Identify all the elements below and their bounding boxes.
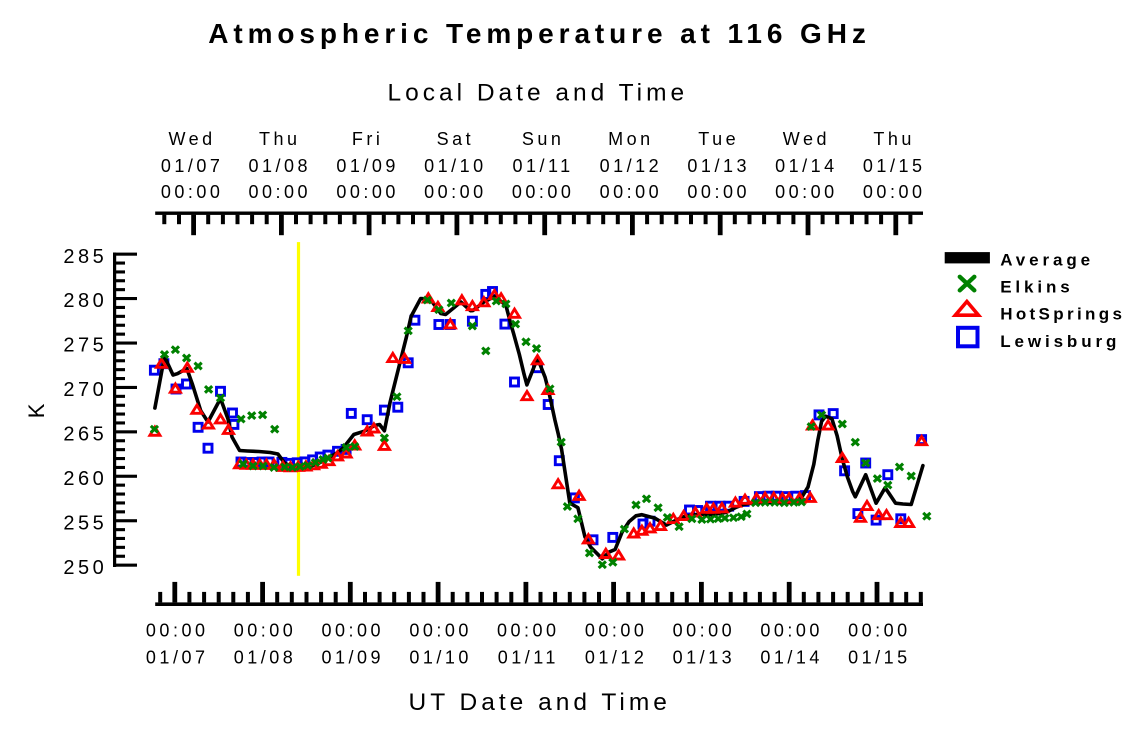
svg-text:00:00: 00:00 [497, 620, 560, 640]
svg-text:01/07: 01/07 [161, 156, 224, 176]
svg-text:00:00: 00:00 [409, 620, 472, 640]
svg-text:01/10: 01/10 [424, 156, 487, 176]
svg-text:275: 275 [63, 335, 107, 357]
svg-text:Thu: Thu [259, 129, 301, 149]
svg-text:Fri: Fri [352, 129, 384, 149]
svg-text:00:00: 00:00 [424, 182, 487, 202]
svg-text:UT Date and Time: UT Date and Time [409, 689, 671, 716]
svg-text:Mon: Mon [608, 129, 654, 149]
svg-text:00:00: 00:00 [585, 620, 648, 640]
svg-text:00:00: 00:00 [322, 620, 385, 640]
svg-text:00:00: 00:00 [775, 182, 838, 202]
svg-text:00:00: 00:00 [234, 620, 297, 640]
svg-text:01/10: 01/10 [409, 648, 472, 668]
svg-text:00:00: 00:00 [863, 182, 926, 202]
svg-text:Tue: Tue [698, 129, 739, 149]
svg-text:Wed: Wed [169, 129, 216, 149]
svg-text:01/08: 01/08 [234, 648, 297, 668]
svg-text:01/11: 01/11 [498, 648, 559, 668]
svg-text:01/14: 01/14 [775, 156, 838, 176]
svg-text:265: 265 [63, 424, 107, 446]
svg-text:270: 270 [63, 379, 107, 401]
svg-text:01/08: 01/08 [249, 156, 312, 176]
svg-text:255: 255 [63, 512, 107, 534]
svg-text:Local Date and Time: Local Date and Time [387, 80, 688, 107]
svg-text:01/14: 01/14 [760, 648, 823, 668]
svg-text:Atmospheric Temperature at 116: Atmospheric Temperature at 116 GHz [208, 18, 870, 49]
svg-text:01/13: 01/13 [687, 156, 750, 176]
svg-text:250: 250 [63, 557, 107, 579]
svg-text:Wed: Wed [783, 129, 830, 149]
svg-text:K: K [24, 403, 49, 418]
svg-text:00:00: 00:00 [161, 182, 224, 202]
svg-text:00:00: 00:00 [146, 620, 209, 640]
svg-text:00:00: 00:00 [512, 182, 575, 202]
svg-text:285: 285 [63, 246, 107, 268]
svg-text:00:00: 00:00 [760, 620, 823, 640]
svg-text:01/12: 01/12 [585, 648, 648, 668]
svg-text:01/12: 01/12 [600, 156, 663, 176]
svg-text:Sun: Sun [522, 129, 565, 149]
svg-text:01/09: 01/09 [336, 156, 399, 176]
svg-text:01/13: 01/13 [673, 648, 736, 668]
svg-text:HotSprings: HotSprings [1000, 305, 1125, 324]
svg-text:280: 280 [63, 290, 107, 312]
svg-text:01/15: 01/15 [863, 156, 926, 176]
svg-text:Lewisburg: Lewisburg [1000, 332, 1120, 351]
svg-text:01/09: 01/09 [322, 648, 385, 668]
svg-text:01/11: 01/11 [512, 156, 573, 176]
svg-text:Average: Average [1000, 251, 1094, 270]
svg-text:01/07: 01/07 [146, 648, 209, 668]
svg-text:00:00: 00:00 [848, 620, 911, 640]
svg-text:01/15: 01/15 [848, 648, 911, 668]
svg-text:00:00: 00:00 [249, 182, 312, 202]
svg-text:00:00: 00:00 [673, 620, 736, 640]
svg-text:Sat: Sat [437, 129, 475, 149]
svg-text:00:00: 00:00 [336, 182, 399, 202]
svg-text:00:00: 00:00 [687, 182, 750, 202]
svg-text:Thu: Thu [873, 129, 915, 149]
svg-text:Elkins: Elkins [1000, 278, 1073, 297]
svg-text:260: 260 [63, 468, 107, 490]
svg-text:00:00: 00:00 [600, 182, 663, 202]
